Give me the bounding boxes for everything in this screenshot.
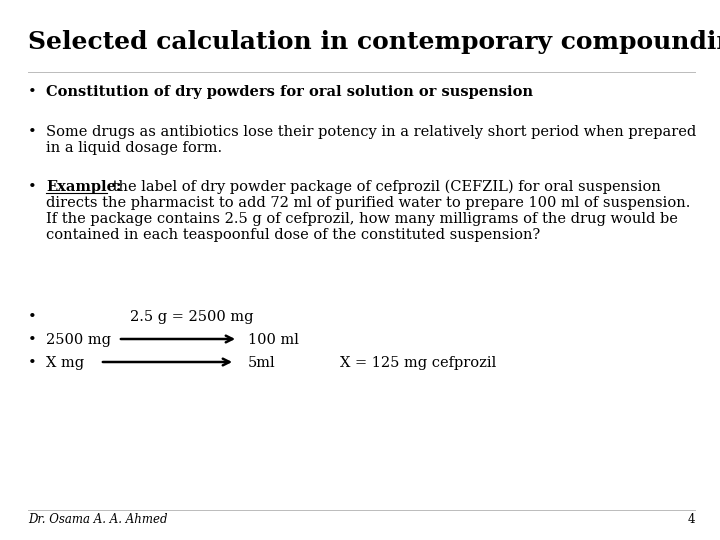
Text: Selected calculation in contemporary compounding: Selected calculation in contemporary com… — [28, 30, 720, 54]
Text: Constitution of dry powders for oral solution or suspension: Constitution of dry powders for oral sol… — [46, 85, 533, 99]
Text: Example:: Example: — [46, 180, 122, 194]
Text: Dr. Osama A. A. Ahmed: Dr. Osama A. A. Ahmed — [28, 513, 168, 526]
Text: X mg: X mg — [46, 356, 84, 370]
Text: •: • — [28, 180, 37, 194]
Text: •: • — [28, 125, 37, 139]
Text: •: • — [28, 310, 37, 324]
Text: contained in each teaspoonful dose of the constituted suspension?: contained in each teaspoonful dose of th… — [46, 228, 540, 242]
Text: Some drugs as antibiotics lose their potency in a relatively short period when p: Some drugs as antibiotics lose their pot… — [46, 125, 696, 139]
Text: 2.5 g = 2500 mg: 2.5 g = 2500 mg — [130, 310, 253, 324]
Text: the label of dry powder package of cefprozil (CEFZIL) for oral suspension: the label of dry powder package of cefpr… — [108, 180, 661, 194]
Text: If the package contains 2.5 g of cefprozil, how many milligrams of the drug woul: If the package contains 2.5 g of cefproz… — [46, 212, 678, 226]
Text: •: • — [28, 333, 37, 347]
Text: •: • — [28, 85, 37, 99]
Text: directs the pharmacist to add 72 ml of purified water to prepare 100 ml of suspe: directs the pharmacist to add 72 ml of p… — [46, 196, 690, 210]
Text: 5ml: 5ml — [248, 356, 276, 370]
Text: 100 ml: 100 ml — [248, 333, 299, 347]
Text: X = 125 mg cefprozil: X = 125 mg cefprozil — [340, 356, 496, 370]
Text: in a liquid dosage form.: in a liquid dosage form. — [46, 141, 222, 155]
Text: •: • — [28, 356, 37, 370]
Text: 4: 4 — [688, 513, 695, 526]
Text: 2500 mg: 2500 mg — [46, 333, 111, 347]
